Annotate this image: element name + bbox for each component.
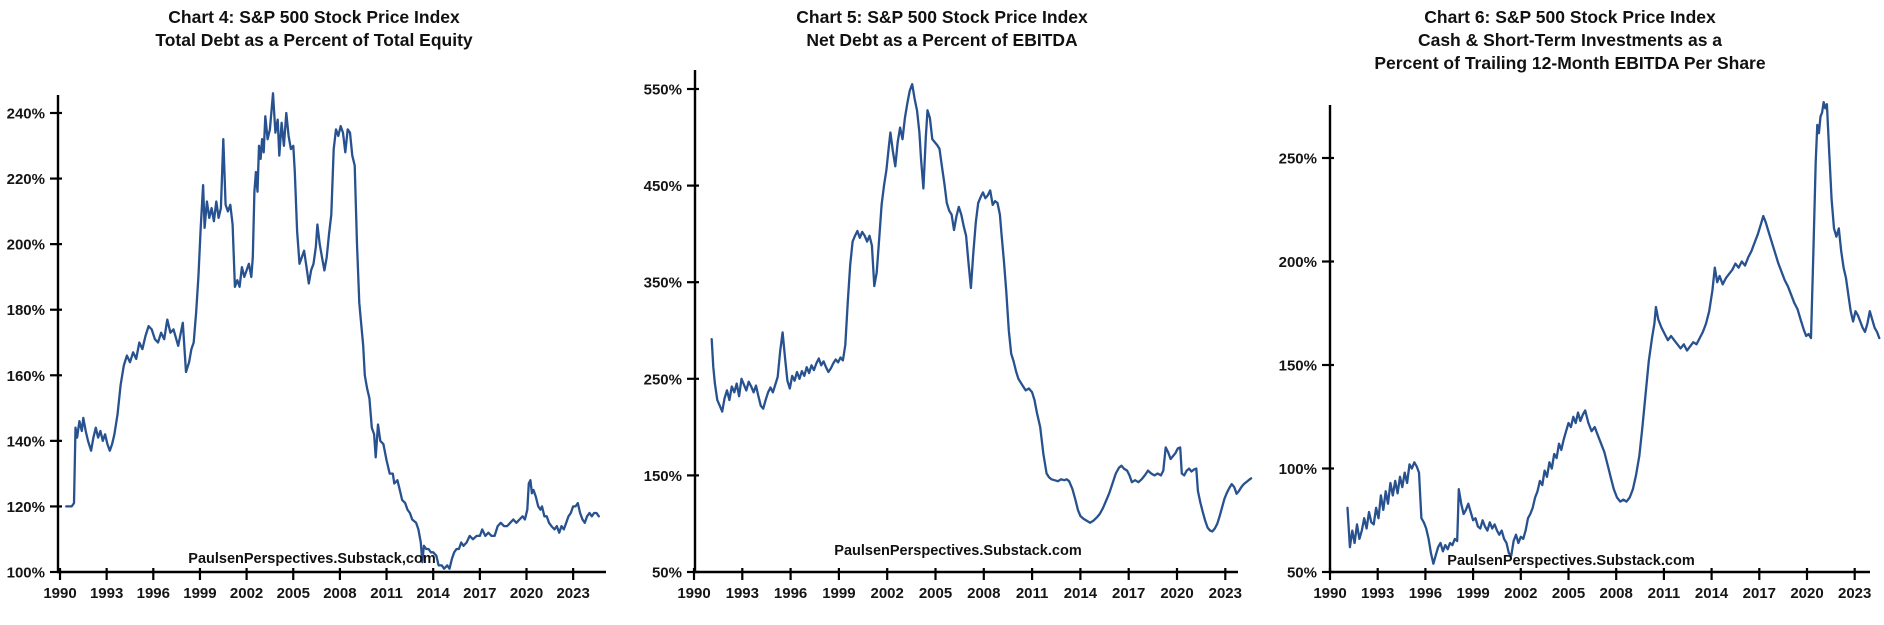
y-tick-label: 200% bbox=[7, 237, 45, 254]
x-tick-label: 1993 bbox=[1361, 585, 1394, 602]
x-tick-label: 1999 bbox=[1456, 585, 1489, 602]
x-tick-label: 1996 bbox=[774, 585, 807, 602]
x-tick-label: 2014 bbox=[417, 585, 451, 602]
y-tick-label: 220% bbox=[7, 171, 45, 188]
watermark: PaulsenPerspectives.Substack,com bbox=[188, 551, 436, 567]
x-tick-label: 1990 bbox=[1313, 585, 1346, 602]
chart-canvas: 100% 120% 140% 160% 180% 200% 220% 240% 1990 1993… bbox=[7, 92, 606, 602]
chart-title: Chart 6: S&P 500 Stock Price Index Cash … bbox=[1256, 6, 1884, 75]
y-tick-label: 160% bbox=[7, 368, 45, 385]
series-line bbox=[1346, 100, 1881, 565]
y-tick-label: 100% bbox=[7, 565, 45, 582]
x-tick-label: 2005 bbox=[277, 585, 310, 602]
chart-title-line: Net Debt as a Percent of EBITDA bbox=[806, 30, 1078, 50]
y-tick-label: 50% bbox=[1287, 565, 1317, 582]
series-line bbox=[65, 92, 600, 570]
x-tick-label: 1990 bbox=[677, 585, 710, 602]
x-tick-label: 2005 bbox=[919, 585, 952, 602]
x-tick-label: 2005 bbox=[1552, 585, 1585, 602]
watermark: PaulsenPerspectives.Substack.com bbox=[1447, 553, 1695, 569]
x-tick-label: 1999 bbox=[822, 585, 855, 602]
y-tick-label: 50% bbox=[652, 565, 682, 582]
y-tick-label: 150% bbox=[644, 468, 682, 485]
chart-title-line: Total Debt as a Percent of Total Equity bbox=[155, 30, 473, 50]
y-tick-label: 350% bbox=[644, 275, 682, 292]
x-tick-label: 1993 bbox=[726, 585, 759, 602]
x-tick-label: 2008 bbox=[967, 585, 1000, 602]
x-tick-label: 2011 bbox=[1648, 585, 1681, 602]
chart-title-line: Chart 5: S&P 500 Stock Price Index bbox=[796, 7, 1088, 27]
chart-canvas: 50% 150% 250% 350% 450% 550% 1990 1993 1996 1999 2… bbox=[644, 70, 1253, 602]
x-tick-label: 2002 bbox=[871, 585, 904, 602]
x-tick-label: 2014 bbox=[1064, 585, 1098, 602]
y-tick-label: 120% bbox=[7, 499, 45, 516]
x-tick-label: 2008 bbox=[1600, 585, 1633, 602]
x-tick-label: 2020 bbox=[1160, 585, 1193, 602]
x-tick-label: 1999 bbox=[183, 585, 216, 602]
y-tick-label: 240% bbox=[7, 106, 45, 123]
x-tick-label: 2011 bbox=[370, 585, 403, 602]
series-line bbox=[710, 83, 1253, 533]
chart-panel-4: Chart 4: S&P 500 Stock Price Index Total… bbox=[0, 0, 628, 625]
chart-title-line: Chart 4: S&P 500 Stock Price Index bbox=[168, 7, 460, 27]
x-tick-label: 2008 bbox=[323, 585, 356, 602]
chart-panel-5: Chart 5: S&P 500 Stock Price Index Net D… bbox=[628, 0, 1256, 625]
y-tick-label: 250% bbox=[1279, 151, 1317, 168]
y-tick-label: 200% bbox=[1279, 254, 1317, 271]
chart-title-line: Cash & Short-Term Investments as a bbox=[1417, 30, 1723, 50]
x-tick-label: 2011 bbox=[1016, 585, 1049, 602]
x-tick-label: 2020 bbox=[510, 585, 543, 602]
chart-panel-6: Chart 6: S&P 500 Stock Price Index Cash … bbox=[1256, 0, 1884, 625]
x-tick-label: 1990 bbox=[43, 585, 76, 602]
chart-canvas: 50% 100% 150% 200% 250% 1990 1993 1996 1999 2002 2… bbox=[1279, 100, 1881, 602]
y-tick-label: 150% bbox=[1279, 358, 1317, 375]
y-tick-label: 140% bbox=[7, 433, 45, 450]
y-tick-label: 450% bbox=[644, 178, 682, 195]
x-tick-label: 1996 bbox=[137, 585, 170, 602]
x-tick-label: 1993 bbox=[90, 585, 123, 602]
y-tick-label: 180% bbox=[7, 302, 45, 319]
x-tick-label: 2023 bbox=[556, 585, 589, 602]
x-tick-label: 2014 bbox=[1695, 585, 1729, 602]
chart-title-line: Percent of Trailing 12-Month EBITDA Per … bbox=[1374, 53, 1766, 73]
chart-title: Chart 5: S&P 500 Stock Price Index Net D… bbox=[628, 6, 1256, 52]
x-tick-label: 2023 bbox=[1838, 585, 1871, 602]
x-tick-label: 2002 bbox=[230, 585, 263, 602]
watermark: PaulsenPerspectives.Substack.com bbox=[834, 543, 1082, 559]
x-tick-label: 2017 bbox=[1112, 585, 1145, 602]
y-tick-label: 100% bbox=[1279, 461, 1317, 478]
x-tick-label: 2023 bbox=[1209, 585, 1242, 602]
chart-title: Chart 4: S&P 500 Stock Price Index Total… bbox=[0, 6, 628, 52]
x-tick-label: 1996 bbox=[1409, 585, 1442, 602]
chart-title-line: Chart 6: S&P 500 Stock Price Index bbox=[1424, 7, 1716, 27]
y-tick-label: 250% bbox=[644, 371, 682, 388]
x-tick-label: 2002 bbox=[1504, 585, 1537, 602]
x-tick-label: 2017 bbox=[1743, 585, 1776, 602]
x-tick-label: 2020 bbox=[1790, 585, 1823, 602]
x-tick-label: 2017 bbox=[463, 585, 496, 602]
y-tick-label: 550% bbox=[644, 82, 682, 99]
